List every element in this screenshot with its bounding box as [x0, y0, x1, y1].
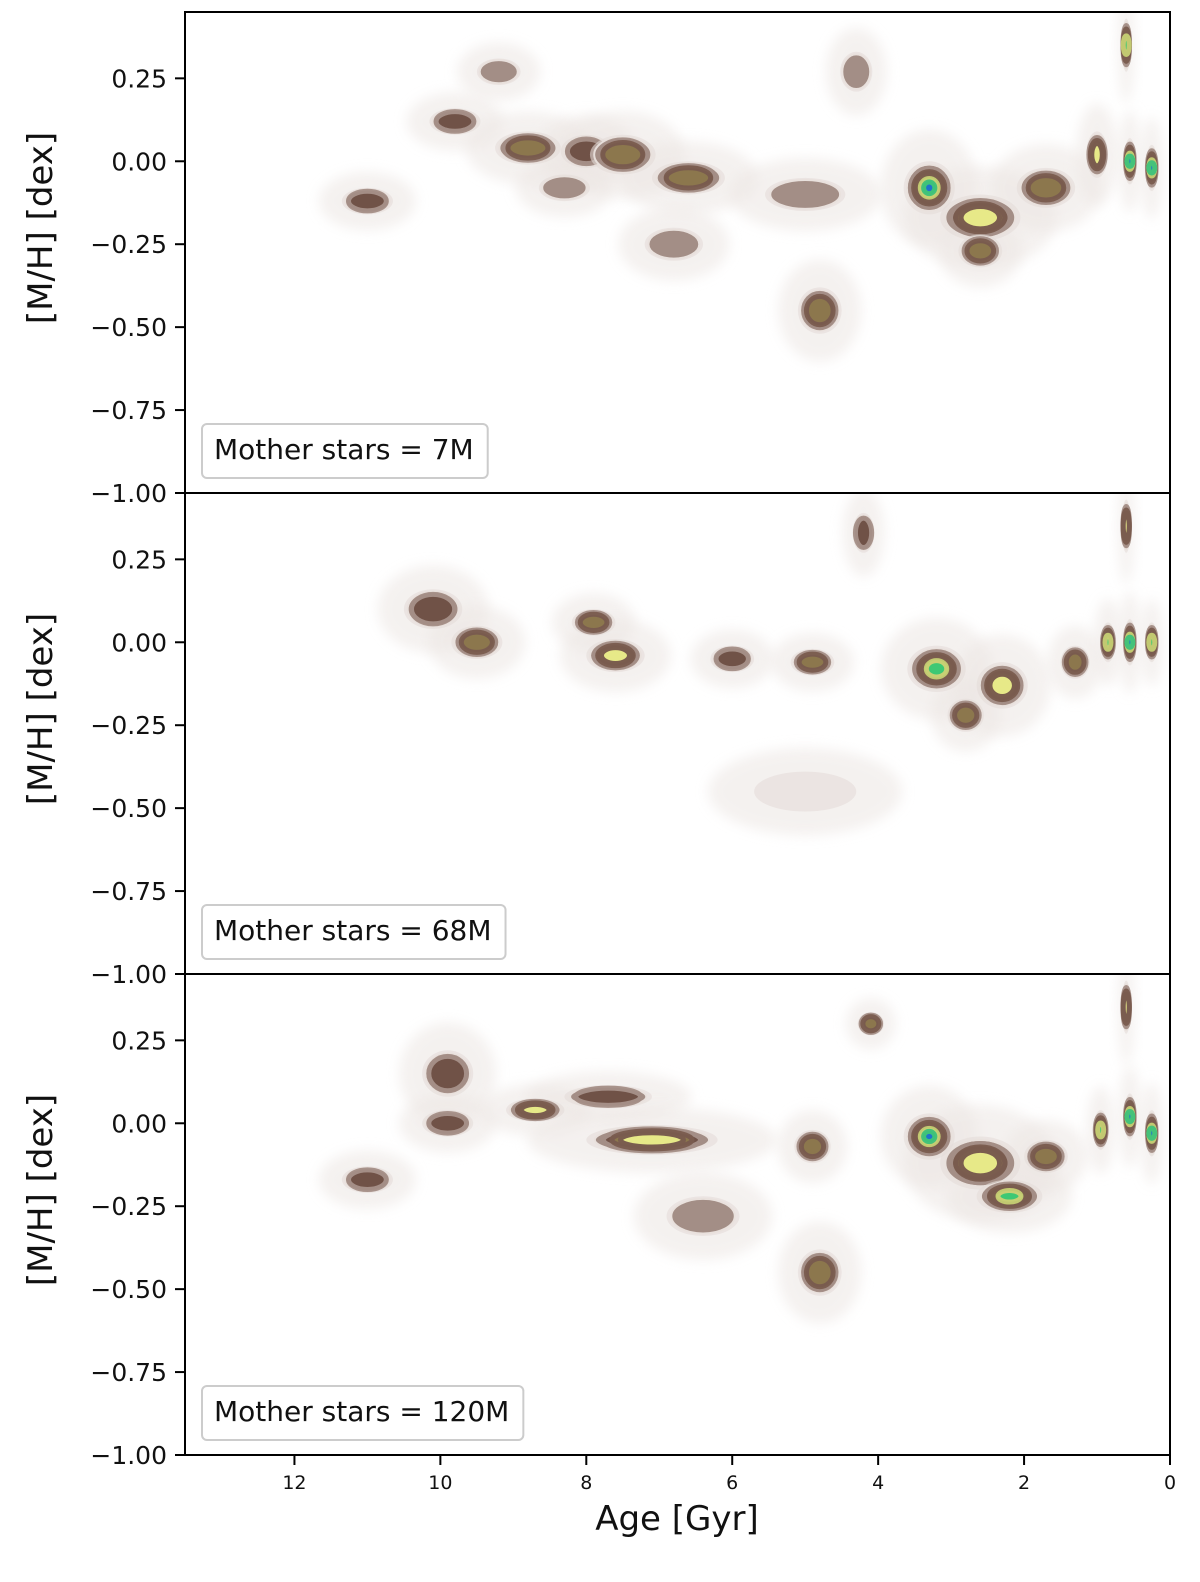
panel-3: 0.25 0.00 −0.25 −0.50 −0.75 −1.00 [M/H] [dex] M…: [21, 973, 1176, 1494]
y-tick-label: 0.25: [111, 545, 167, 574]
density-contour-level-6: [995, 1187, 1024, 1205]
legend-box: [201, 423, 489, 479]
y-tick-label: −1.00: [90, 960, 167, 989]
density-contour-level-4: [798, 1133, 827, 1160]
panel-2: 0.25 0.00 −0.25 −0.50 −0.75 −1.00 [M/H] [dex] M…: [21, 492, 1171, 989]
density-map: [377, 493, 1163, 836]
density-contour-level-6: [1146, 632, 1158, 652]
y-tick-label: −0.75: [90, 1358, 167, 1387]
density-contour-level-5: [598, 645, 632, 667]
density-contour-level-7: [1146, 160, 1158, 176]
density-contour-level-4: [952, 702, 980, 728]
density-contour-level-5: [1120, 510, 1132, 542]
density-contour-level-2: [647, 228, 701, 260]
y-tick-label: 0.00: [111, 628, 167, 657]
y-tick-label: −0.75: [90, 396, 167, 425]
density-contour-level-4: [860, 1014, 882, 1034]
density-contour-level-3: [573, 1085, 644, 1108]
legend-label: Mother stars = 120M: [214, 1395, 509, 1428]
density-contour-level-5: [1120, 991, 1132, 1023]
x-tick-label: 0: [1164, 1472, 1176, 1494]
density-contour-level-6: [1120, 33, 1132, 57]
density-contour-level-4: [505, 135, 551, 161]
density-contour-level-6: [1102, 632, 1114, 652]
density-contour-level-4: [1025, 173, 1067, 203]
x-tick-label: 6: [726, 1472, 738, 1494]
legend-label: Mother stars = 7M: [214, 433, 474, 466]
density-map: [318, 12, 1163, 362]
y-tick-label: −1.00: [90, 479, 167, 508]
density-contour-level-7: [921, 1128, 938, 1145]
y-tick-label: −0.25: [90, 1192, 167, 1221]
density-contour-level-6: [1095, 1120, 1107, 1140]
density-contour-level-5: [958, 204, 1003, 232]
density-contour-level-5: [987, 671, 1017, 700]
y-tick-label: −0.50: [90, 1275, 167, 1304]
x-tick-label: 10: [428, 1472, 452, 1494]
legend-box: [201, 904, 507, 960]
density-contour-level-3: [713, 646, 751, 672]
density-contour-level-6: [923, 658, 950, 680]
y-tick-label: 0.25: [111, 1026, 167, 1055]
density-contour-level-4: [803, 293, 836, 328]
y-axis-title: [M/H] [dex]: [21, 132, 61, 324]
density-contour-level-5: [1089, 140, 1105, 169]
density-contour-level-5: [958, 1147, 1003, 1179]
density-contour-level-7: [1124, 634, 1136, 650]
density-contour-level-7: [1146, 1125, 1158, 1141]
y-tick-label: −0.50: [90, 313, 167, 342]
panel-1: 0.25 0.00 −0.25 −0.50 −0.75 −1.00 [M/H] [dex] M…: [21, 11, 1171, 508]
legend-label: Mother stars = 68M: [214, 914, 492, 947]
y-tick-label: −0.25: [90, 711, 167, 740]
plot-frame: [184, 973, 1171, 1456]
density-contour-level-4: [803, 1255, 836, 1290]
x-tick-label: 4: [872, 1472, 884, 1494]
density-contour-level-3: [433, 109, 477, 134]
density-contour-level-2: [841, 53, 872, 91]
y-tick-label: 0.25: [111, 64, 167, 93]
x-tick-label: 12: [282, 1472, 306, 1494]
density-contour-level-3: [346, 188, 389, 214]
y-axis-title: [M/H] [dex]: [21, 1094, 61, 1286]
y-tick-label: 0.00: [111, 147, 167, 176]
density-map: [318, 974, 1163, 1324]
y-tick-label: −0.25: [90, 230, 167, 259]
y-tick-label: −0.50: [90, 794, 167, 823]
density-contour-level-1: [754, 771, 857, 812]
density-contour-level-4: [1030, 1143, 1062, 1170]
density-contour-level-3: [852, 515, 875, 551]
plot-frame: [184, 492, 1171, 975]
x-tick-label: 8: [580, 1472, 592, 1494]
y-axis-title: [M/H] [dex]: [21, 613, 61, 805]
density-contour-level-4: [663, 165, 714, 191]
density-contour-level-4: [600, 140, 646, 170]
density-contour-level-4: [577, 611, 610, 633]
density-contour-level-2: [670, 1197, 736, 1235]
density-contour-level-4: [458, 629, 495, 655]
y-tick-label: 0.00: [111, 1109, 167, 1138]
density-contour-level-4: [1063, 649, 1087, 675]
density-contour-level-4: [964, 238, 997, 264]
density-contour-level-3: [426, 1110, 470, 1136]
density-contour-level-5: [617, 1130, 686, 1150]
density-contour-level-2: [541, 175, 588, 201]
density-contour-level-7: [1124, 1109, 1136, 1125]
y-tick-label: −0.75: [90, 877, 167, 906]
density-contour-level-7: [921, 179, 938, 197]
density-contour-level-3: [426, 1053, 470, 1094]
legend-box: [201, 1385, 525, 1441]
density-contour-level-4: [796, 651, 829, 673]
density-contour-level-3: [408, 591, 458, 627]
density-contour-level-3: [346, 1167, 389, 1192]
density-contour-level-2: [478, 59, 519, 85]
density-contour-level-2: [769, 179, 842, 210]
x-tick-label: 2: [1018, 1472, 1030, 1494]
y-tick-label: −1.00: [90, 1441, 167, 1470]
density-contour-level-5: [518, 1101, 552, 1119]
x-axis-title: Age [Gyr]: [595, 1499, 759, 1539]
density-contour-level-7: [1124, 153, 1136, 169]
